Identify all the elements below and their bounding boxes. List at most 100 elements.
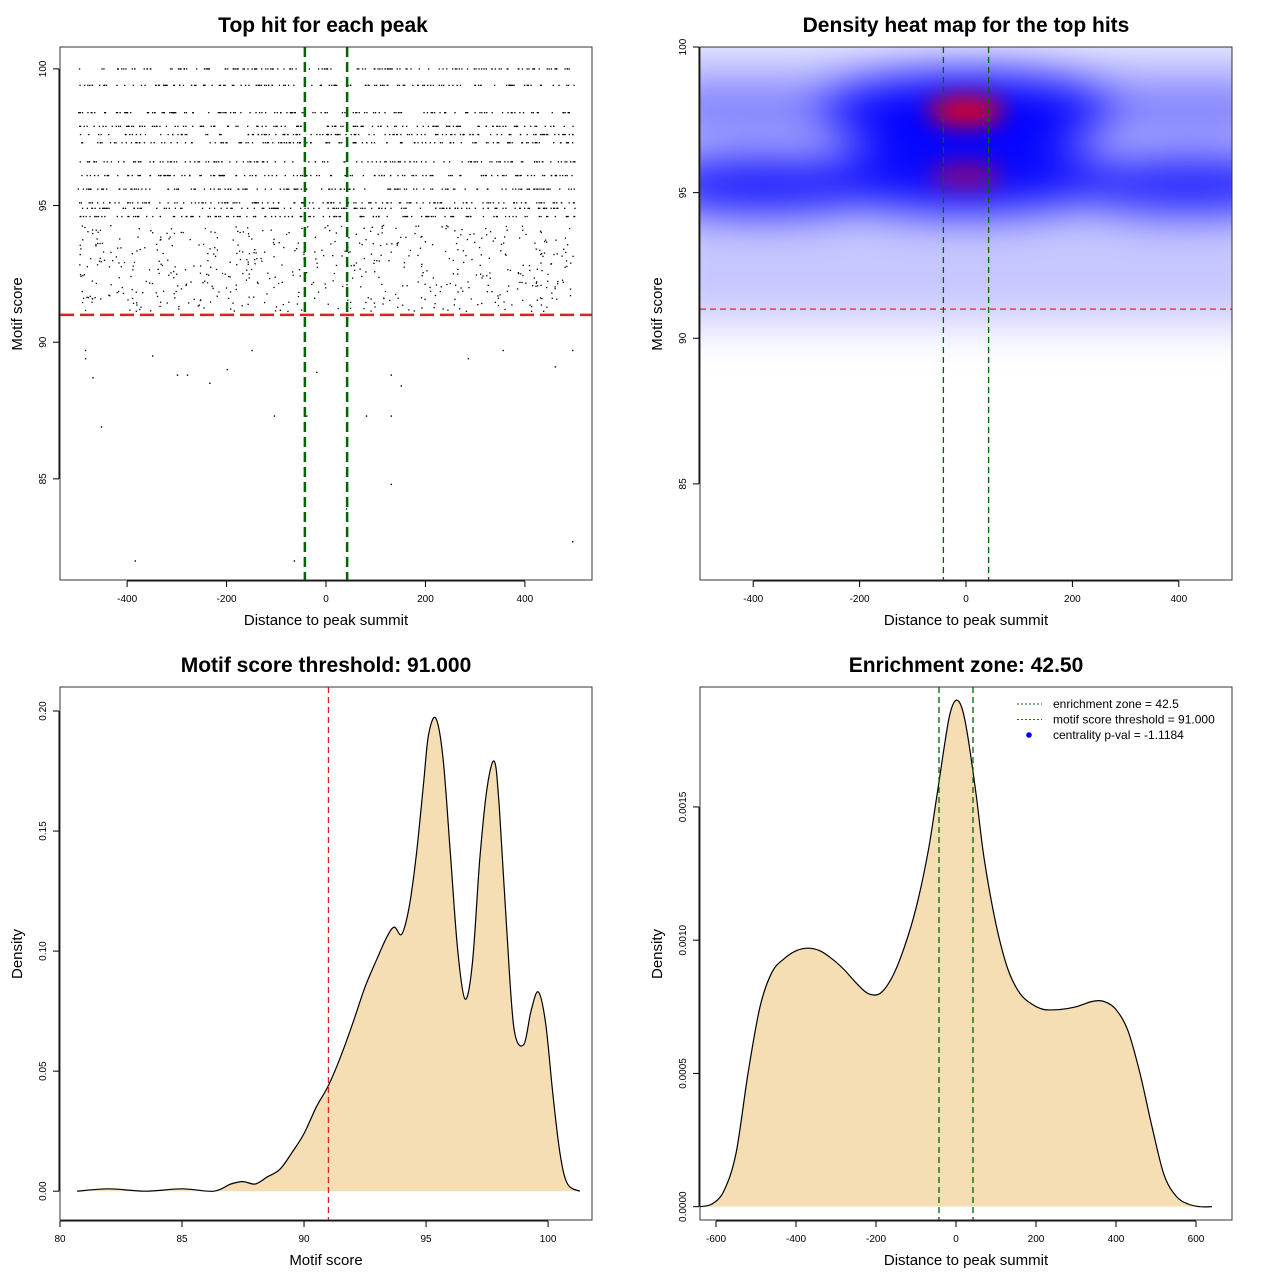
scatter-point: [273, 256, 275, 258]
scatter-point: [233, 112, 235, 114]
scatter-point: [204, 84, 206, 86]
scatter-point: [289, 68, 292, 70]
score-density-y-tick-label: 0.05: [38, 1061, 49, 1081]
scatter-point: [155, 292, 157, 294]
scatter-point: [461, 68, 463, 70]
scatter-point: [223, 174, 225, 177]
scatter-point: [136, 215, 139, 218]
scatter-point: [156, 207, 158, 209]
scatter-point: [339, 215, 342, 218]
scatter-point: [518, 188, 520, 190]
scatter-point: [99, 142, 102, 144]
scatter-point: [314, 112, 316, 114]
scatter-point: [272, 202, 275, 204]
distance-density-curve: [700, 699, 1213, 1208]
scatter-point: [512, 188, 514, 190]
scatter-point: [218, 174, 220, 177]
scatter-point: [79, 244, 81, 246]
scatter-point: [212, 174, 215, 177]
scatter-point: [222, 112, 224, 114]
scatter-point: [103, 259, 106, 261]
scatter-point: [508, 215, 510, 218]
scatter-point: [334, 125, 336, 127]
scatter-point: [233, 68, 235, 70]
scatter-point: [467, 358, 470, 360]
scatter-point: [170, 112, 173, 114]
scatter-point: [547, 273, 549, 276]
scatter-point: [156, 243, 158, 245]
scatter-point: [416, 202, 418, 204]
scatter-point: [505, 174, 507, 177]
score-density-curve: [77, 716, 581, 1192]
scatter-point: [562, 281, 564, 283]
scatter-point: [489, 231, 492, 233]
scatter-point: [331, 202, 333, 204]
scatter-point: [251, 142, 254, 144]
scatter-point: [565, 260, 568, 262]
scatter-point: [454, 202, 456, 204]
scatter-point: [122, 292, 124, 294]
scatter-point: [524, 125, 526, 127]
scatter-point: [491, 68, 493, 70]
scatter-point: [343, 207, 346, 209]
scatter-point: [436, 125, 438, 127]
scatter-point: [463, 261, 465, 264]
scatter-point: [172, 215, 175, 218]
scatter-point: [460, 234, 462, 236]
scatter-point: [255, 112, 257, 114]
scatter-point: [184, 269, 187, 271]
scatter-point: [215, 268, 218, 271]
scatter-point: [485, 174, 487, 177]
scatter-point: [130, 142, 133, 144]
scatter-point: [433, 307, 435, 309]
scatter-point: [370, 202, 372, 204]
scatter-point: [81, 290, 83, 293]
scatter-point: [537, 188, 539, 190]
scatter-point: [553, 125, 555, 127]
scatter-point: [321, 161, 324, 163]
scatter-point: [325, 68, 327, 70]
scatter-point: [300, 125, 302, 127]
scatter-point: [491, 174, 493, 177]
scatter-point: [264, 142, 266, 144]
scatter-point: [208, 274, 210, 276]
scatter-point: [416, 133, 418, 136]
scatter-point: [321, 68, 323, 70]
scatter-point: [513, 125, 516, 127]
scatter-point: [99, 257, 101, 259]
scatter-point: [243, 68, 245, 70]
scatter-point: [372, 215, 375, 218]
scatter-point: [361, 202, 363, 204]
scatter-point: [434, 202, 436, 204]
scatter-point: [505, 207, 507, 209]
scatter-point: [79, 273, 82, 276]
scatter-point: [421, 235, 423, 238]
scatter-point: [504, 236, 506, 238]
scatter-point: [287, 310, 289, 313]
scatter-point: [284, 125, 286, 127]
scatter-point: [360, 286, 362, 288]
scatter-point: [535, 285, 537, 287]
scatter-point: [81, 174, 83, 177]
distance-density-line: [700, 699, 1213, 1208]
scatter-point: [301, 202, 303, 204]
scatter-point: [510, 161, 512, 163]
scatter-point: [102, 202, 105, 204]
scatter-point: [539, 207, 541, 209]
scatter-point: [494, 207, 496, 209]
scatter-point: [214, 142, 216, 144]
scatter-point: [488, 257, 490, 259]
scatter-point: [557, 281, 559, 283]
heatmap-x-tick-label: -400: [743, 594, 763, 605]
scatter-point: [334, 188, 336, 190]
scatter-point: [271, 174, 273, 177]
scatter-point: [283, 68, 285, 70]
scatter-point: [354, 207, 356, 209]
scatter-point: [123, 161, 125, 163]
scatter-point: [323, 68, 325, 70]
scatter-point: [353, 207, 355, 209]
scatter-point: [247, 263, 249, 265]
scatter-point: [424, 133, 426, 136]
scatter-point: [95, 161, 97, 163]
